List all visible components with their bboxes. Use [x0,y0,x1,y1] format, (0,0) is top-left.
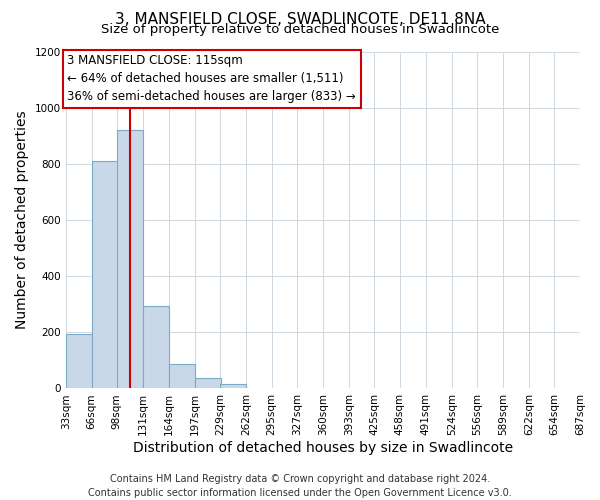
Bar [169,364,194,388]
Text: Size of property relative to detached houses in Swadlincote: Size of property relative to detached ho… [101,22,499,36]
Bar [117,130,143,388]
Y-axis label: Number of detached properties: Number of detached properties [15,110,29,330]
Bar [194,378,221,388]
Bar [143,306,169,388]
Bar [220,384,246,388]
Bar [92,161,118,388]
Text: 3, MANSFIELD CLOSE, SWADLINCOTE, DE11 8NA: 3, MANSFIELD CLOSE, SWADLINCOTE, DE11 8N… [115,12,485,28]
Text: Contains HM Land Registry data © Crown copyright and database right 2024.
Contai: Contains HM Land Registry data © Crown c… [88,474,512,498]
Bar [65,334,92,388]
Text: 3 MANSFIELD CLOSE: 115sqm
← 64% of detached houses are smaller (1,511)
36% of se: 3 MANSFIELD CLOSE: 115sqm ← 64% of detac… [67,54,356,104]
X-axis label: Distribution of detached houses by size in Swadlincote: Distribution of detached houses by size … [133,441,513,455]
